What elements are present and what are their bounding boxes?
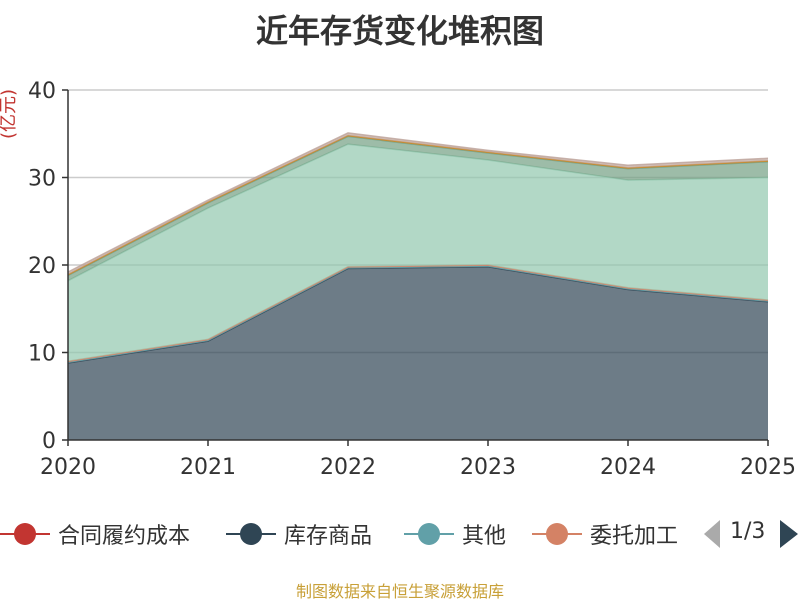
x-tick-label: 2020	[40, 455, 96, 480]
area-series-line-6	[67, 132, 769, 273]
legend-label: 其他	[462, 524, 507, 549]
area-series	[67, 132, 769, 440]
area-series-3	[68, 144, 768, 362]
legend-prev-page-icon[interactable]	[704, 520, 720, 548]
y-axis-unit-label: (亿元)	[0, 89, 19, 139]
y-tick-label: 30	[28, 167, 56, 192]
y-tick-label: 20	[28, 254, 56, 279]
data-source-note: 制图数据来自恒生聚源数据库	[295, 582, 504, 601]
legend-marker-icon	[0, 514, 50, 554]
y-tick-label: 40	[28, 79, 56, 104]
x-tick-label: 2021	[180, 455, 236, 480]
x-tick-label: 2023	[460, 455, 516, 480]
legend-page-indicator: 1/3	[730, 519, 766, 544]
legend-next-page-icon[interactable]	[780, 520, 798, 548]
legend-label: 库存商品	[284, 524, 373, 549]
y-tick-label: 10	[28, 342, 56, 367]
y-tick-label: 0	[42, 429, 56, 454]
legend-label: 合同履约成本	[58, 524, 191, 549]
x-tick-label: 2022	[320, 455, 376, 480]
axes: 0 10 20 30 40 2020 2021 2022 2023 2024 2025	[28, 79, 796, 480]
x-tick-label: 2025	[740, 455, 796, 480]
x-tick-label: 2024	[600, 455, 656, 480]
legend-label: 委托加工	[590, 524, 679, 549]
legend-marker-icon	[532, 514, 582, 554]
legend-marker-icon	[226, 514, 276, 554]
legend-marker-icon	[404, 514, 454, 554]
legend-item[interactable]: 合同履约成本	[0, 514, 190, 554]
legend: 合同履约成本 库存商品 其他 委托加工	[0, 514, 800, 554]
area-series-4	[68, 136, 768, 281]
legend-item[interactable]: 委托加工	[532, 514, 678, 554]
legend-item[interactable]: 库存商品	[226, 514, 372, 554]
area-series-0	[68, 266, 768, 440]
legend-item[interactable]: 其他	[404, 514, 506, 554]
chart-title: 近年存货变化堆积图	[255, 12, 544, 50]
legend-pager: 1/3	[700, 514, 800, 554]
